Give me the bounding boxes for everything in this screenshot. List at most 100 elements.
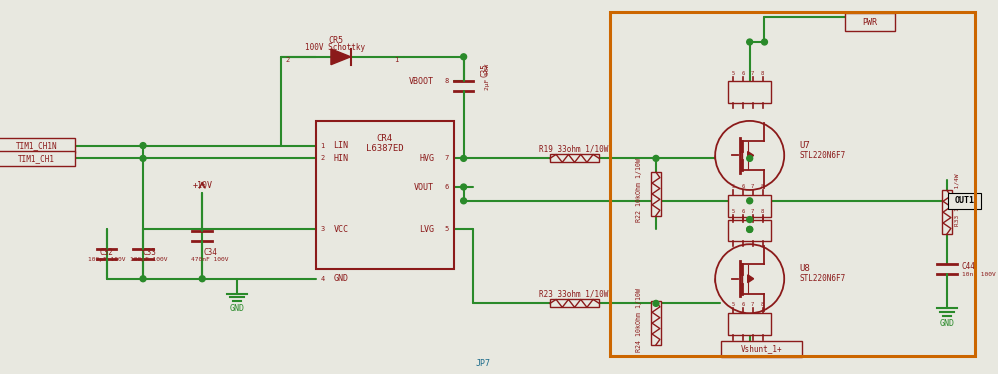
Polygon shape	[331, 49, 350, 65]
Text: TIM1_CH1: TIM1_CH1	[18, 154, 55, 163]
Bar	[942, 190, 952, 234]
Circle shape	[747, 217, 752, 223]
Text: 100µF 100V: 100µF 100V	[130, 257, 168, 263]
Text: 10nF 100V: 10nF 100V	[962, 272, 996, 277]
Circle shape	[140, 156, 146, 161]
Text: 2µF 50W: 2µF 50W	[485, 64, 490, 90]
Circle shape	[461, 156, 467, 161]
Text: 8: 8	[760, 302, 764, 307]
Text: GND: GND	[333, 274, 348, 283]
Text: 4: 4	[720, 151, 725, 160]
Circle shape	[747, 227, 752, 232]
Text: 8: 8	[760, 71, 764, 76]
Text: GND: GND	[230, 304, 245, 313]
Circle shape	[461, 54, 467, 60]
Text: 100V Schottky: 100V Schottky	[305, 43, 365, 52]
Circle shape	[716, 244, 784, 313]
Bar	[651, 301, 661, 345]
Text: C32: C32	[100, 248, 114, 257]
Text: TIM1_CH1N: TIM1_CH1N	[16, 141, 57, 150]
Bar	[728, 82, 771, 103]
Circle shape	[747, 198, 752, 204]
Circle shape	[200, 276, 206, 282]
Text: 7: 7	[751, 71, 754, 76]
FancyBboxPatch shape	[845, 13, 894, 31]
Text: 5: 5	[732, 302, 735, 307]
Circle shape	[461, 184, 467, 190]
Text: G: G	[714, 277, 719, 286]
Polygon shape	[748, 151, 753, 159]
Text: 7: 7	[751, 302, 754, 307]
Text: VBOOT: VBOOT	[409, 77, 434, 86]
Circle shape	[461, 198, 467, 204]
Text: 2: 2	[285, 57, 290, 63]
Text: C34: C34	[204, 248, 217, 257]
Text: R22 10kOhm 1/10W: R22 10kOhm 1/10W	[636, 158, 642, 222]
Text: 7: 7	[751, 184, 754, 189]
Text: STL220N6F7: STL220N6F7	[799, 274, 845, 283]
Text: JP7: JP7	[476, 359, 491, 368]
Bar	[315, 121, 454, 269]
Text: 7: 7	[751, 209, 754, 214]
Text: PWR: PWR	[862, 18, 877, 27]
Text: 5: 5	[732, 184, 735, 189]
Circle shape	[747, 227, 752, 232]
Text: CR5: CR5	[328, 36, 343, 45]
Text: GND: GND	[939, 319, 954, 328]
Text: 5: 5	[732, 71, 735, 76]
Text: CR4: CR4	[376, 134, 393, 143]
FancyBboxPatch shape	[0, 150, 75, 166]
Text: 4: 4	[720, 274, 725, 283]
Bar	[550, 300, 599, 307]
Text: 6: 6	[742, 209, 745, 214]
Text: LVG: LVG	[419, 225, 434, 234]
Circle shape	[761, 39, 767, 45]
Text: 8: 8	[760, 209, 764, 214]
Text: 3: 3	[320, 226, 324, 232]
Text: R33 10ohm 1/4W: R33 10ohm 1/4W	[954, 174, 959, 226]
Text: L6387ED: L6387ED	[366, 144, 403, 153]
Text: 6: 6	[742, 302, 745, 307]
Text: 1: 1	[394, 57, 398, 63]
Circle shape	[140, 276, 146, 282]
Text: OUT1: OUT1	[955, 196, 975, 205]
Text: 6: 6	[742, 184, 745, 189]
Text: U7: U7	[799, 141, 809, 150]
Text: G: G	[714, 154, 719, 163]
Text: 8: 8	[444, 79, 449, 85]
Text: Vshunt_1+: Vshunt_1+	[741, 344, 782, 353]
Text: 5: 5	[444, 226, 449, 232]
Bar	[728, 313, 771, 335]
Text: VCC: VCC	[333, 225, 348, 234]
Bar	[651, 172, 661, 215]
Text: R19 33ohm 1/10W: R19 33ohm 1/10W	[539, 144, 609, 153]
Text: 8: 8	[760, 184, 764, 189]
Text: C33: C33	[142, 248, 156, 257]
Bar	[550, 154, 599, 162]
Text: R23 33ohm 1/10W: R23 33ohm 1/10W	[539, 289, 609, 298]
Text: VOUT: VOUT	[414, 183, 434, 191]
Text: 6: 6	[444, 184, 449, 190]
Text: 1: 1	[320, 142, 324, 148]
Text: C35: C35	[480, 63, 489, 77]
Bar	[728, 195, 771, 217]
Circle shape	[716, 121, 784, 190]
Text: LIN: LIN	[333, 141, 348, 150]
Text: HIN: HIN	[333, 154, 348, 163]
FancyBboxPatch shape	[948, 193, 981, 209]
FancyBboxPatch shape	[0, 138, 75, 153]
Text: C44: C44	[962, 263, 976, 272]
Text: 6: 6	[742, 71, 745, 76]
Text: 2: 2	[320, 155, 324, 162]
Circle shape	[140, 142, 146, 148]
Text: 100pF 100V: 100pF 100V	[88, 257, 126, 263]
Text: STL220N6F7: STL220N6F7	[799, 151, 845, 160]
Text: U8: U8	[799, 264, 809, 273]
Bar	[728, 220, 771, 241]
Circle shape	[747, 39, 752, 45]
Polygon shape	[748, 275, 753, 283]
Circle shape	[653, 300, 659, 306]
FancyBboxPatch shape	[722, 341, 802, 357]
Circle shape	[653, 156, 659, 161]
Text: 7: 7	[444, 155, 449, 162]
